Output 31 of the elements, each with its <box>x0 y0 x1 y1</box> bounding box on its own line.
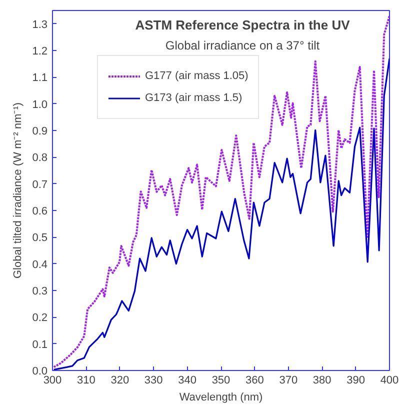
x-tick-label: 390 <box>346 374 365 386</box>
legend-label: G173 (air mass 1.5) <box>145 92 242 104</box>
x-tick-label: 400 <box>380 374 399 386</box>
y-tick-label: 1.0 <box>32 98 48 111</box>
y-tick-label: 0.5 <box>32 232 48 244</box>
x-tick-label: 370 <box>279 374 298 386</box>
y-tick-label: 0.0 <box>32 366 48 378</box>
y-axis-title: Global tilted irradiance (W m⁻² nm⁻¹) <box>12 102 24 279</box>
x-tick-label: 320 <box>110 374 130 386</box>
x-tick-label: 380 <box>312 374 332 386</box>
x-tick-label: 310 <box>77 374 96 386</box>
y-tick-label: 0.1 <box>32 338 48 351</box>
y-tick-label: 0.2 <box>32 312 48 324</box>
x-tick-label: 350 <box>212 374 230 386</box>
y-tick-label: 0.9 <box>32 126 48 138</box>
y-tick-label: 0.3 <box>32 286 48 298</box>
y-tick-label: 0.8 <box>32 152 48 164</box>
x-tick-label: 360 <box>246 374 264 386</box>
y-tick-label: 0.6 <box>32 206 48 218</box>
y-tick-label: 1.1 <box>32 72 48 84</box>
y-tick-label: 0.4 <box>32 258 48 271</box>
text: ASTM Reference Spectra in the UV <box>135 18 350 32</box>
text: Global irradiance on a 37° tilt <box>165 38 320 52</box>
y-tick-label: 1.3 <box>32 18 48 31</box>
x-tick-label: 300 <box>43 374 62 386</box>
y-tick-label: 0.7 <box>32 178 48 191</box>
x-tick-label: 340 <box>178 374 196 386</box>
y-tick-label: 1.2 <box>32 46 48 58</box>
x-axis-title: Wavelength (nm) <box>179 392 263 404</box>
legend-label: G177 (air mass 1.05) <box>145 70 248 82</box>
x-tick-label: 330 <box>144 374 163 386</box>
